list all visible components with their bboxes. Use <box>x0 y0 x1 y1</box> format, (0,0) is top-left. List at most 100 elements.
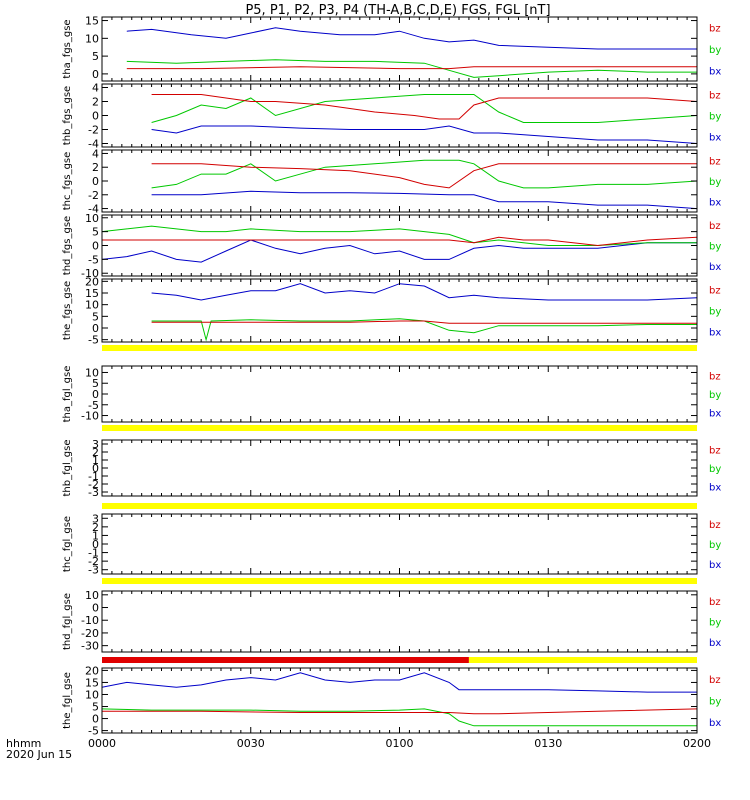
coverage-bar-yellow <box>102 578 697 584</box>
coverage-bar-yellow <box>468 657 697 663</box>
y-tick-label: 2 <box>92 161 99 174</box>
series-line-by <box>151 318 697 342</box>
legend-bx: bx <box>709 483 721 494</box>
legend-by: by <box>709 697 721 708</box>
y-tick-label: -5 <box>88 725 99 738</box>
series-line-bz <box>151 163 697 189</box>
panel-thc_fgs_gse: 420-2-4 thc_fgs_gse bz by bx <box>62 147 721 215</box>
legend-bz: bz <box>709 371 721 382</box>
series-line-bz <box>151 94 697 120</box>
panel-tha_fgs_gse: 15 10 5 0 tha_fgs_gse bz by bx <box>62 15 721 82</box>
series-group <box>102 672 697 727</box>
y-tick-label: 10 <box>85 212 99 225</box>
y-tick-label: 0 <box>92 602 99 615</box>
y-tick-label: 10 <box>85 688 99 701</box>
coverage-bar-red <box>102 657 469 663</box>
y-tick-label: 10 <box>85 32 99 45</box>
y-axis-label: tha_fgl_gse <box>62 366 73 423</box>
y-tick-label: 0 <box>92 322 99 335</box>
series-line-bx <box>151 283 697 301</box>
y-tick-label: 0 <box>92 175 99 188</box>
panel-frame <box>101 278 698 343</box>
y-tick-label: -2 <box>88 189 99 202</box>
y-tick-label: 2 <box>92 96 99 109</box>
series-line-by <box>102 708 697 727</box>
legend-bz: bz <box>709 221 721 232</box>
panel-thd_fgl_gse: 100-10-20-30 thd_fgl_gse bz by bx <box>62 589 721 653</box>
y-tick-label: 0 <box>92 240 99 253</box>
x-tick-label: 0000 <box>88 737 116 750</box>
y-axis-label: the_fgl_gse <box>62 672 73 729</box>
legend-bx: bx <box>709 262 721 273</box>
legend-bz: bz <box>709 520 721 531</box>
y-tick-label: 5 <box>92 50 99 63</box>
legend-bx: bx <box>709 66 721 77</box>
y-tick-label: 5 <box>92 226 99 239</box>
y-tick-label: -20 <box>81 627 99 640</box>
series-line-by <box>102 225 697 246</box>
y-tick-label: -1 <box>88 547 99 560</box>
y-tick-label: 5 <box>92 377 99 390</box>
y-tick-label: -10 <box>81 614 99 627</box>
y-tick-label: -5 <box>88 334 99 347</box>
legend-by: by <box>709 618 721 629</box>
y-tick-label: 15 <box>85 676 99 689</box>
y-tick-label: -3 <box>88 486 99 499</box>
legend-by: by <box>709 540 721 551</box>
y-tick-label: -2 <box>88 478 99 491</box>
series-group <box>126 27 697 78</box>
legend-by: by <box>709 45 721 56</box>
series-group <box>102 225 697 263</box>
series-group <box>151 283 697 342</box>
y-tick-label: 10 <box>85 366 99 379</box>
y-tick-label: 10 <box>85 589 99 602</box>
legend-bz: bz <box>709 156 721 167</box>
y-axis-label: thc_fgs_gse <box>62 152 73 211</box>
series-group <box>151 159 697 210</box>
y-tick-label: 2 <box>92 521 99 534</box>
x-tick-label: 0130 <box>534 737 562 750</box>
series-line-bz <box>102 236 697 247</box>
x-axis-label-date: 2020 Jun 15 <box>6 748 72 761</box>
legend-by: by <box>709 307 721 318</box>
y-tick-label: -4 <box>88 138 99 151</box>
y-tick-label: 20 <box>85 275 99 288</box>
legend-bz: bz <box>709 24 721 35</box>
panel-thb_fgs_gse: 420-2-4 thb_fgs_gse bz by bx <box>62 82 721 151</box>
y-tick-label: 3 <box>92 512 99 525</box>
legend-by: by <box>709 177 721 188</box>
y-tick-label: -10 <box>81 267 99 280</box>
legend-bx: bx <box>709 638 721 649</box>
series-line-bx <box>126 27 697 50</box>
coverage-bar-yellow <box>102 345 697 351</box>
y-tick-label: 0 <box>92 713 99 726</box>
y-tick-label: 5 <box>92 310 99 323</box>
series-line-by <box>151 94 697 123</box>
x-tick-label: 0200 <box>683 737 711 750</box>
legend-by: by <box>709 242 721 253</box>
coverage-bars <box>102 345 697 663</box>
x-tick-label: 0100 <box>386 737 414 750</box>
y-tick-label: 4 <box>92 82 99 95</box>
coverage-bar-yellow <box>102 503 697 509</box>
series-line-bx <box>102 672 697 693</box>
legend-by: by <box>709 390 721 401</box>
series-group <box>151 94 697 144</box>
y-tick-label: 15 <box>85 287 99 300</box>
series-line-bz <box>102 708 697 715</box>
y-axis-label: thc_fgl_gse <box>62 516 73 572</box>
y-tick-label: -30 <box>81 640 99 653</box>
panel-frame <box>101 439 698 497</box>
series-line-by <box>126 59 697 78</box>
legend-bx: bx <box>709 560 721 571</box>
x-axis-label-units: hhmm <box>6 737 41 750</box>
legend-by: by <box>709 112 721 123</box>
coverage-bar-yellow <box>102 425 697 431</box>
panel-frame <box>101 667 698 734</box>
legend-bz: bz <box>709 597 721 608</box>
y-tick-label: -2 <box>88 555 99 568</box>
